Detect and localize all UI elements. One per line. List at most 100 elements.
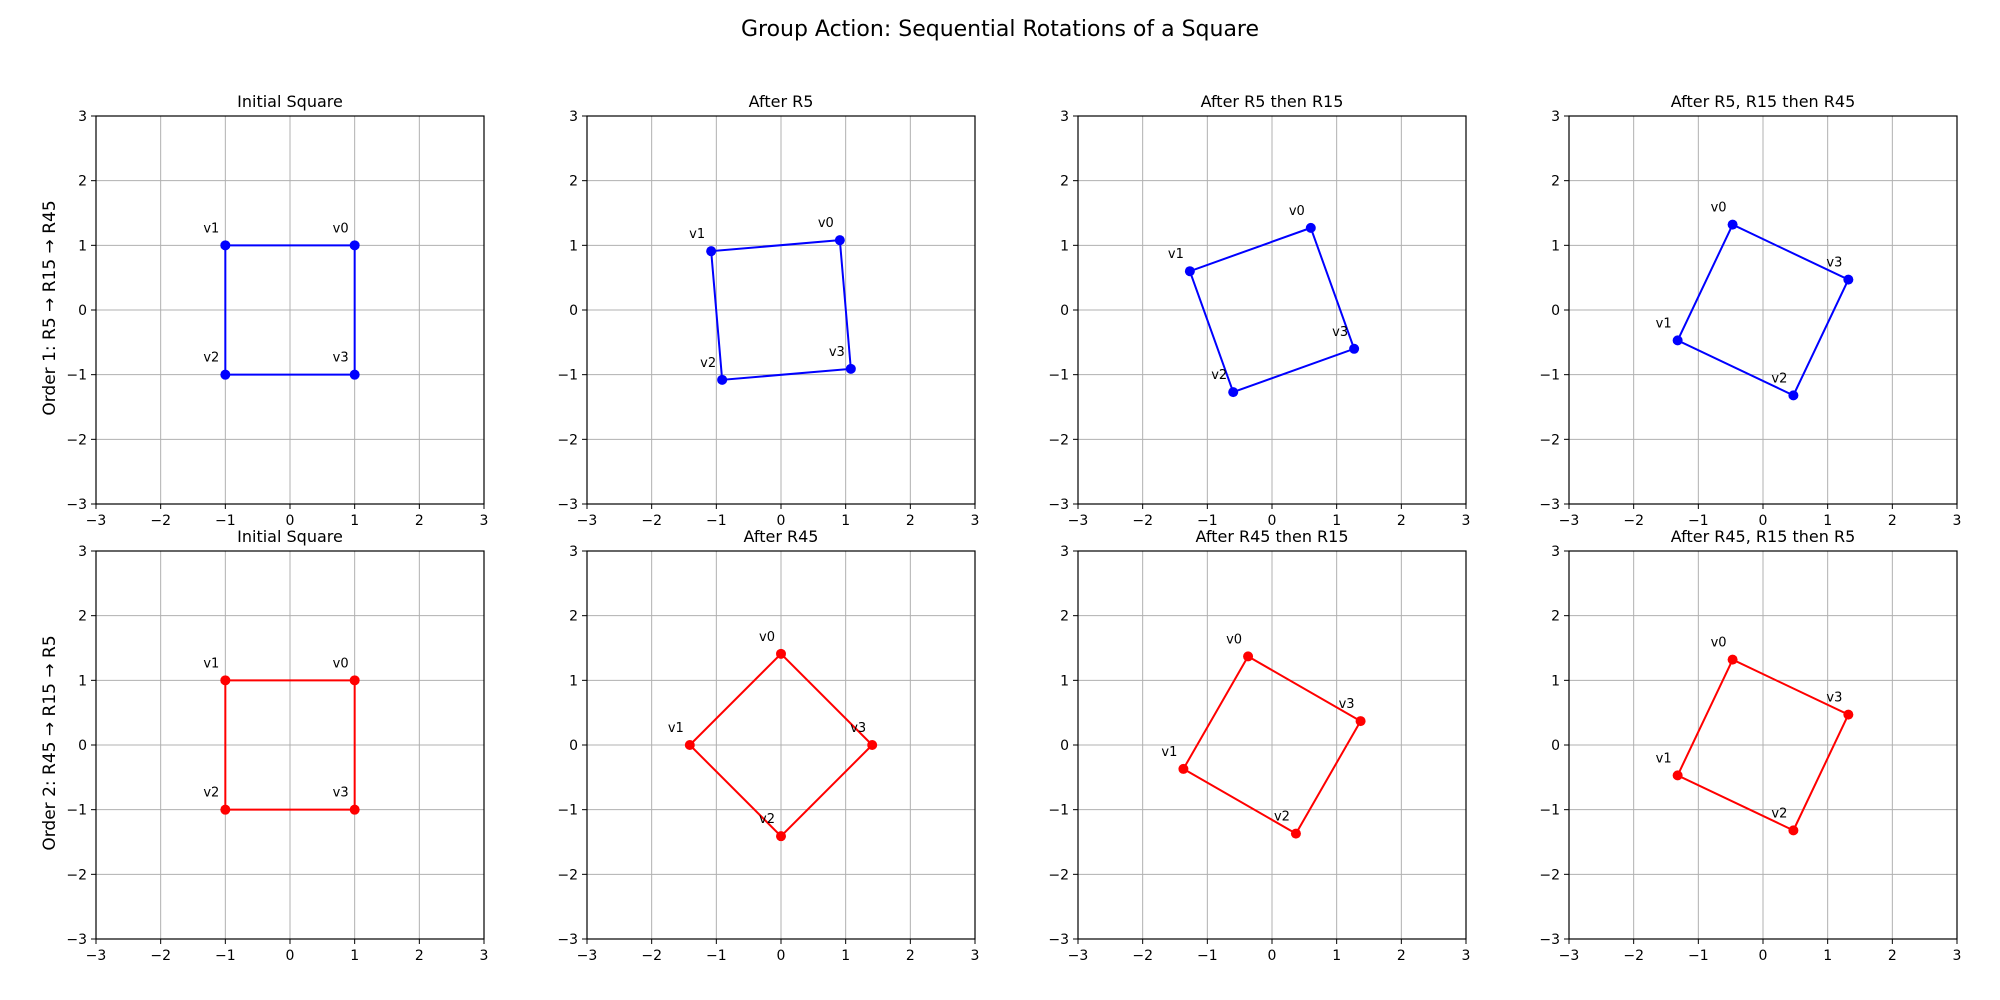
panel-1-4-vertex-v1 xyxy=(1672,335,1683,346)
panel-2-2-xtick-label: −1 xyxy=(706,948,727,964)
panel-1-1-ytick-label: 1 xyxy=(78,238,87,254)
panel-2-1-title: Initial Square xyxy=(237,527,343,546)
panel-2-1-ytick-label: −3 xyxy=(66,932,87,948)
panel-2-2-ytick-label: 3 xyxy=(569,544,578,560)
panel-2-1-vertex-label-v1: v1 xyxy=(203,656,219,671)
panel-2-3-ytick-label: 3 xyxy=(1060,544,1069,560)
panel-1-3-xtick-label: 1 xyxy=(1332,513,1341,529)
panel-1-4-xtick-label: −3 xyxy=(1559,513,1580,529)
panel-1-2-ytick-label: 3 xyxy=(569,109,578,125)
panel-2-4-xtick-label: 0 xyxy=(1759,948,1768,964)
panel-2-3-ytick-label: 0 xyxy=(1060,738,1069,754)
panel-1-4-vertex-v2 xyxy=(1788,390,1799,401)
panel-1-3-ytick-label: −3 xyxy=(1048,497,1069,513)
panel-2-3-vertex-label-v1: v1 xyxy=(1161,745,1177,760)
panel-1-3-ytick-label: 0 xyxy=(1060,303,1069,319)
panel-1-3-vertex-label-v0: v0 xyxy=(1289,204,1305,219)
panel-2-4-xtick-label: 2 xyxy=(1888,948,1897,964)
panel-1-1-xtick-label: −3 xyxy=(86,513,107,529)
panel-1-2-vertex-label-v3: v3 xyxy=(829,345,845,360)
panel-2-3-vertex-v3 xyxy=(1355,716,1366,727)
panel-2-1-vertex-label-v3: v3 xyxy=(333,786,349,801)
panel-2-4-vertex-v2 xyxy=(1788,825,1799,836)
figure-title: Group Action: Sequential Rotations of a … xyxy=(741,17,1259,42)
panel-2-2-xtick-label: 3 xyxy=(971,948,980,964)
panel-2-1-ytick-label: 3 xyxy=(78,544,87,560)
panel-1-3-vertex-label-v1: v1 xyxy=(1168,247,1184,262)
panel-1-2-vertex-v1 xyxy=(706,246,717,257)
panel-2-3-ytick-label: −3 xyxy=(1048,932,1069,948)
panel-2-3-vertex-label-v3: v3 xyxy=(1339,697,1355,712)
panel-2-2-xtick-label: 1 xyxy=(841,948,850,964)
panel-1-3-xtick-label: 2 xyxy=(1397,513,1406,529)
panel-1-2-xtick-label: 1 xyxy=(841,513,850,529)
panel-2-3-xtick-label: 3 xyxy=(1462,948,1471,964)
panel-1-1-xtick-label: −2 xyxy=(150,513,171,529)
panel-2-3-vertex-v0 xyxy=(1243,651,1254,662)
panel-1-2-ytick-label: 2 xyxy=(569,174,578,190)
panel-1-2-xtick-label: 2 xyxy=(906,513,915,529)
panel-2-3-vertex-label-v2: v2 xyxy=(1274,810,1290,825)
panel-2-4-vertex-label-v0: v0 xyxy=(1711,636,1727,651)
panel-1-1-vertex-label-v1: v1 xyxy=(203,221,219,236)
panel-1-1-vertex-v2 xyxy=(220,369,231,380)
panel-2-4-xtick-label: −3 xyxy=(1559,948,1580,964)
panel-2-3-xtick-label: 1 xyxy=(1332,948,1341,964)
panel-1-3-vertex-v3 xyxy=(1349,343,1360,354)
panel-2-4-ytick-label: 2 xyxy=(1551,609,1560,625)
panel-1-1-vertex-label-v3: v3 xyxy=(333,351,349,366)
panel-2-2-vertex-label-v0: v0 xyxy=(759,630,775,645)
panel-1-2-vertex-label-v2: v2 xyxy=(700,356,716,371)
panel-2-2-vertex-label-v2: v2 xyxy=(759,812,775,827)
panel-2-3-vertex-v2 xyxy=(1290,828,1301,839)
panel-1-1-vertex-v0 xyxy=(349,240,360,251)
panel-1-2-title: After R5 xyxy=(749,92,814,111)
panel-2-4-xtick-label: 1 xyxy=(1823,948,1832,964)
panel-1-4-vertex-v3 xyxy=(1843,274,1854,285)
panel-2-1-xtick-label: −1 xyxy=(215,948,236,964)
panel-1-3-xtick-label: −2 xyxy=(1132,513,1153,529)
row-label-order-1: Order 1: R5 → R15 → R45 xyxy=(40,200,60,415)
row-label-order-2: Order 2: R45 → R15 → R5 xyxy=(40,635,60,850)
panel-1-1-xtick-label: 2 xyxy=(415,513,424,529)
panel-2-3-xtick-label: −2 xyxy=(1132,948,1153,964)
panel-1-1-ytick-label: −1 xyxy=(66,368,87,384)
panel-2-1-ytick-label: −1 xyxy=(66,803,87,819)
panel-1-1-vertex-label-v0: v0 xyxy=(333,221,349,236)
panel-1-3-vertex-label-v2: v2 xyxy=(1211,368,1227,383)
panel-2-4-ytick-label: −1 xyxy=(1539,803,1560,819)
panel-1-1-xtick-label: 1 xyxy=(350,513,359,529)
panel-2-1-vertex-v2 xyxy=(220,804,231,815)
panel-1-4-vertex-label-v2: v2 xyxy=(1771,371,1787,386)
panel-2-2: v0 v1 v2 v3 −3 −2 −1 0 1 2 3 −3 −2 −1 0 1 2 3 After R45 xyxy=(557,527,979,964)
panel-1-2-xtick-label: −1 xyxy=(706,513,727,529)
panel-1-3-vertex-v2 xyxy=(1228,387,1239,398)
panel-2-2-ytick-label: 0 xyxy=(569,738,578,754)
panel-2-3-ytick-label: 1 xyxy=(1060,673,1069,689)
panel-2-1-vertex-label-v0: v0 xyxy=(333,656,349,671)
panel-1-2-vertex-v2 xyxy=(717,374,728,385)
panel-1-4-ytick-label: −1 xyxy=(1539,368,1560,384)
panel-1-4-xtick-label: −2 xyxy=(1623,513,1644,529)
panel-2-1-ytick-label: 0 xyxy=(78,738,87,754)
panel-1-4: v0 v1 v2 v3 −3 −2 −1 0 1 2 3 −3 −2 −1 0 1 2 3 After R5, R1… xyxy=(1539,92,1961,529)
panel-2-3: v0 v1 v2 v3 −3 −2 −1 0 1 2 3 −3 −2 −1 0 1 2 3 After R45 th… xyxy=(1048,527,1470,964)
panel-2-3-vertex-label-v0: v0 xyxy=(1226,632,1242,647)
panel-2-2-ytick-label: 2 xyxy=(569,609,578,625)
panel-2-1-ytick-label: 1 xyxy=(78,673,87,689)
panel-2-1: v0 v1 v2 v3 −3 −2 −1 0 1 2 3 −3 −2 −1 0 1 2 3 Initial Squa… xyxy=(66,527,488,964)
panel-2-3-xtick-label: 0 xyxy=(1268,948,1277,964)
panel-2-2-ytick-label: −1 xyxy=(557,803,578,819)
panel-1-2-vertex-label-v1: v1 xyxy=(689,227,705,242)
panel-2-4-ytick-label: −2 xyxy=(1539,867,1560,883)
panel-1-4-vertex-label-v0: v0 xyxy=(1711,201,1727,216)
panel-1-3-ytick-label: 3 xyxy=(1060,109,1069,125)
panel-1-2: v0 v1 v2 v3 −3 −2 −1 0 1 2 3 −3 −2 −1 0 1 2 3 After R5 xyxy=(557,92,979,529)
panel-2-1-xtick-label: 3 xyxy=(480,948,489,964)
panel-1-4-ytick-label: 2 xyxy=(1551,174,1560,190)
panel-1-2-ytick-label: −3 xyxy=(557,497,578,513)
panel-1-1-xtick-label: −1 xyxy=(215,513,236,529)
panel-2-1-vertex-label-v2: v2 xyxy=(203,786,219,801)
panel-2-4-vertex-label-v3: v3 xyxy=(1826,691,1842,706)
